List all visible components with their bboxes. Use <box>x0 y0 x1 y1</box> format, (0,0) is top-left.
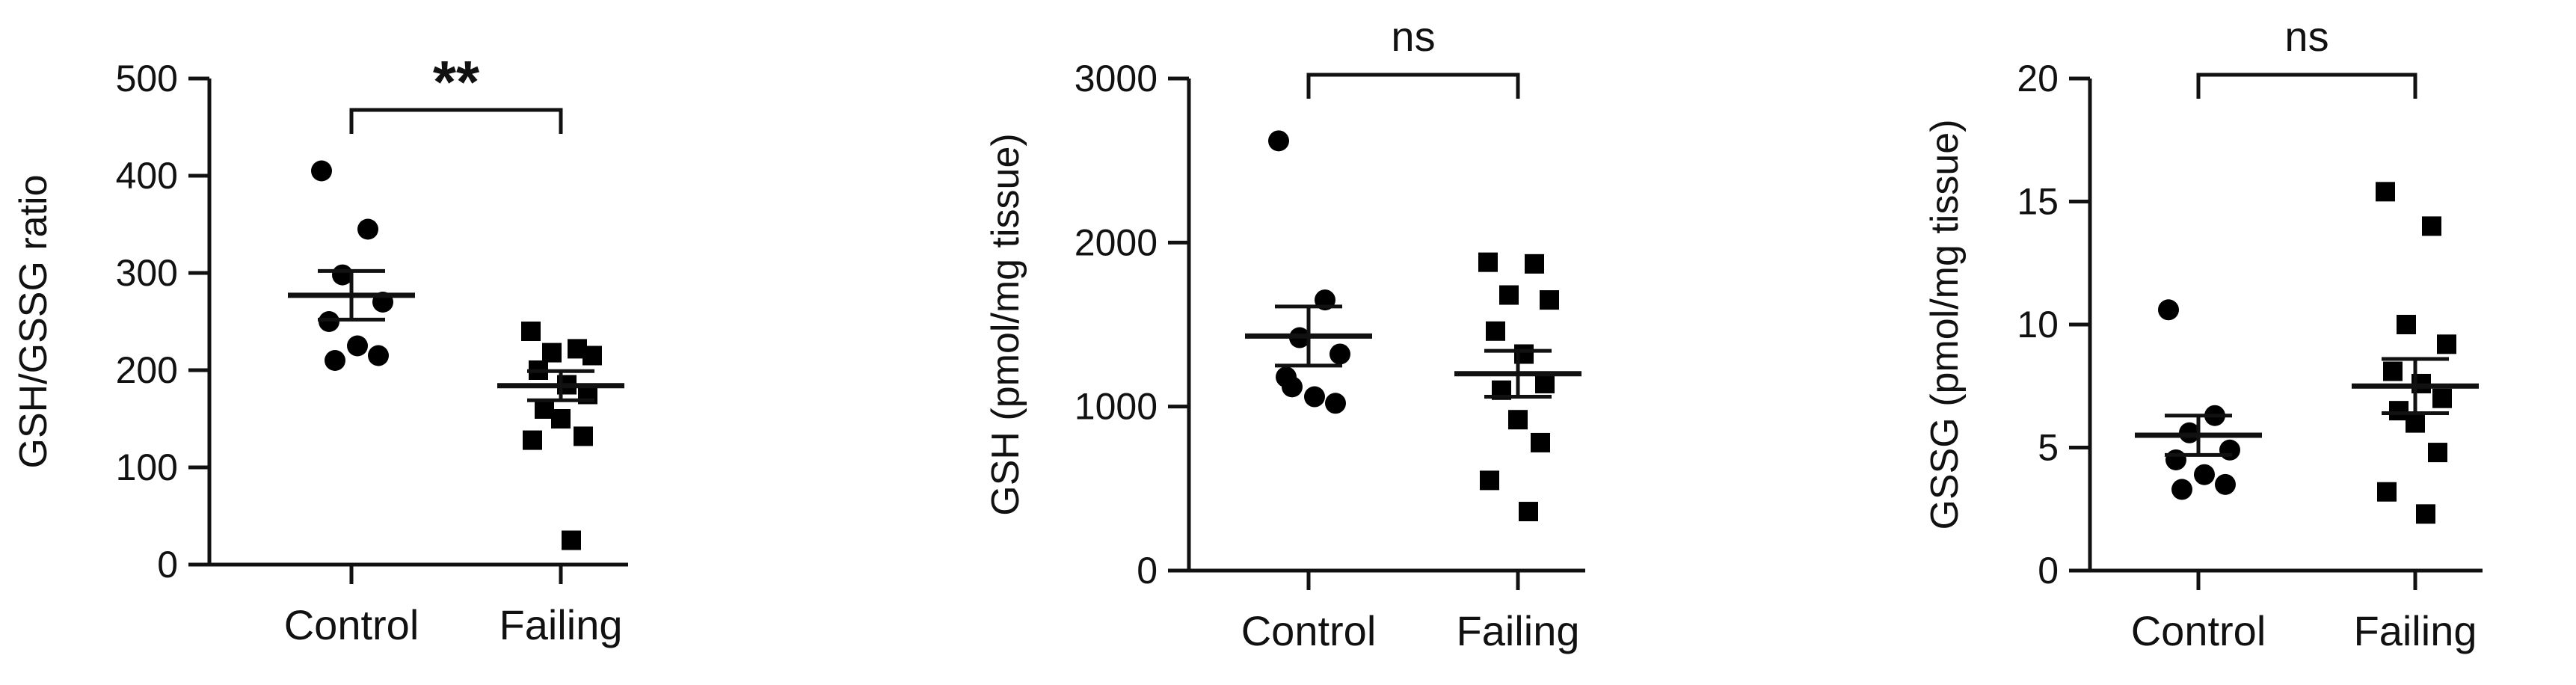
failing-data-point <box>1540 290 1559 310</box>
panel-gsh-gssg-ratio: 0 100 200 300 400 500 Control Failing GSH/GSSG r… <box>12 49 628 648</box>
x-category-label: Failing <box>1457 607 1580 654</box>
x-category-label: Control <box>2131 607 2266 654</box>
y-tick-label: 20 <box>2017 58 2059 99</box>
failing-data-point <box>1486 321 1505 341</box>
failing-data-point <box>1508 410 1528 430</box>
control-data-point <box>2158 299 2179 321</box>
y-tick-label: 2000 <box>1075 221 1158 263</box>
control-data-point <box>1282 376 1303 398</box>
failing-data-point <box>1499 285 1519 305</box>
y-tick-label: 0 <box>2038 550 2059 592</box>
failing-data-point <box>562 530 581 550</box>
control-data-point <box>2215 473 2236 495</box>
x-category-label: Control <box>1241 607 1377 654</box>
y-tick-label: 500 <box>116 58 178 99</box>
y-tick-label: 0 <box>157 544 178 586</box>
failing-data-point <box>1478 252 1498 272</box>
significance-bracket <box>1306 73 1520 99</box>
y-tick-label: 0 <box>1137 550 1158 592</box>
control-data-point <box>1268 130 1289 152</box>
failing-data-point <box>523 430 542 450</box>
failing-data-point <box>2389 401 2409 421</box>
failing-data-point <box>535 399 554 419</box>
x-category-label: Control <box>284 601 419 648</box>
y-axis-title: GSH/GSSG ratio <box>12 175 55 469</box>
failing-data-point <box>1535 373 1555 393</box>
failing-data-point <box>542 342 562 363</box>
significance-bracket <box>2196 73 2417 99</box>
significance-label: ** <box>433 49 480 115</box>
y-tick-label: 200 <box>116 349 178 391</box>
control-data-point <box>1330 343 1350 365</box>
failing-data-point <box>2406 413 2425 433</box>
failing-data-point <box>2437 334 2456 354</box>
control-data-point <box>311 160 332 182</box>
significance-label: ns <box>2284 13 2328 60</box>
control-data-point <box>325 350 345 371</box>
failing-data-point <box>2432 388 2452 408</box>
control-data-point <box>2219 439 2240 461</box>
y-tick-label: 300 <box>116 252 178 294</box>
x-category-label: Failing <box>2354 607 2477 654</box>
failing-data-point <box>1519 502 1538 522</box>
y-tick-label: 100 <box>116 446 178 488</box>
control-data-point <box>1304 386 1325 408</box>
y-tick-label: 15 <box>2017 181 2059 223</box>
control-data-point <box>2194 464 2215 485</box>
failing-data-point <box>582 345 602 366</box>
failing-data-point <box>2376 182 2395 202</box>
y-tick-label: 400 <box>116 155 178 197</box>
panel-gssg: 0 5 10 15 20 Control Failing GSSG (pmol/mg tiss… <box>1923 13 2483 654</box>
failing-data-point <box>2416 504 2435 524</box>
y-tick-label: 5 <box>2038 427 2059 469</box>
significance-label: ns <box>1391 13 1435 60</box>
failing-data-point <box>521 322 541 341</box>
control-data-point <box>347 335 368 357</box>
control-data-point <box>368 345 389 366</box>
failing-data-point <box>574 426 593 446</box>
control-data-point <box>2171 479 2192 500</box>
significance-bracket <box>349 108 563 134</box>
x-category-label: Failing <box>499 601 623 648</box>
failing-data-point <box>1531 432 1550 452</box>
failing-data-point <box>1525 254 1544 274</box>
failing-data-point <box>1480 470 1499 491</box>
failing-data-point <box>2428 443 2447 463</box>
control-data-point <box>1325 393 1346 414</box>
y-axis-title: GSH (pmol/mg tissue) <box>984 133 1027 515</box>
control-data-point <box>2165 449 2186 470</box>
y-axis-title: GSSG (pmol/mg tissue) <box>1923 119 1967 529</box>
failing-data-point <box>2422 216 2441 236</box>
failing-data-point <box>2377 482 2397 502</box>
y-tick-label: 10 <box>2017 304 2059 345</box>
panel-gsh: 0 1000 2000 3000 Control Failing GSH (pmol/mg … <box>984 13 1585 654</box>
control-data-point <box>357 218 378 240</box>
failing-data-point <box>551 409 571 428</box>
y-tick-label: 1000 <box>1075 386 1158 428</box>
failing-data-point <box>2397 315 2416 334</box>
failing-data-point <box>2383 361 2403 381</box>
y-tick-label: 3000 <box>1075 58 1158 99</box>
control-data-point <box>319 311 339 332</box>
